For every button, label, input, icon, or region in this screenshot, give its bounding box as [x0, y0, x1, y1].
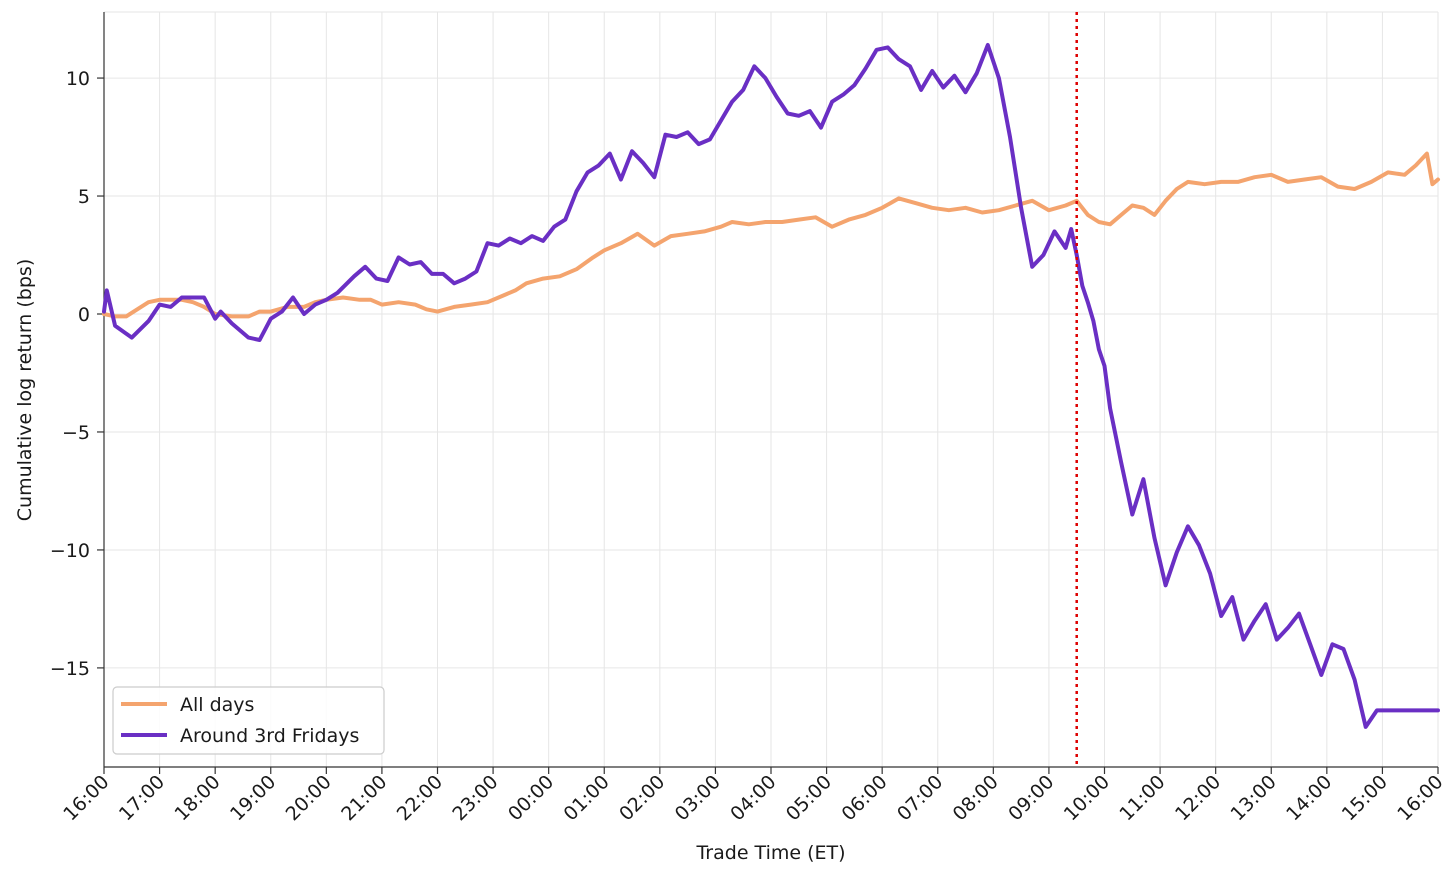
x-tick-label: 08:00	[949, 771, 1003, 825]
y-axis-label: Cumulative log return (bps)	[14, 259, 36, 521]
y-ticks: 10 5 0 −5 −10 −15	[50, 68, 104, 680]
x-tick-label: 00:00	[504, 771, 558, 825]
y-tick-label: 5	[78, 186, 90, 208]
legend-box	[112, 686, 385, 755]
series-line-around-3rd-fridays	[102, 43, 1440, 729]
x-tick-label: 16:00	[59, 771, 113, 825]
grid	[103, 11, 1439, 767]
legend-label-all-days: All days	[180, 694, 254, 716]
y-tick-label: 0	[78, 304, 90, 326]
x-tick-label: 18:00	[170, 771, 224, 825]
x-tick-label: 13:00	[1227, 771, 1281, 825]
x-tick-label: 12:00	[1171, 771, 1225, 825]
x-tick-label: 16:00	[1393, 771, 1447, 825]
x-tick-label: 06:00	[837, 771, 891, 825]
series-line-all-days	[102, 151, 1440, 319]
x-tick-label: 07:00	[893, 771, 947, 825]
x-tick-label: 19:00	[226, 771, 280, 825]
x-tick-label: 03:00	[671, 771, 725, 825]
x-tick-label: 02:00	[615, 771, 669, 825]
y-tick-label: 10	[66, 68, 90, 90]
x-tick-label: 14:00	[1282, 771, 1336, 825]
legend: All days Around 3rd Fridays	[112, 686, 385, 755]
series-layer	[102, 43, 1440, 729]
x-tick-label: 20:00	[282, 771, 336, 825]
x-tick-label: 15:00	[1338, 771, 1392, 825]
legend-label-around-3rd-fridays: Around 3rd Fridays	[180, 725, 359, 747]
x-tick-label: 22:00	[393, 771, 447, 825]
x-tick-label: 17:00	[115, 771, 169, 825]
x-tick-label: 05:00	[782, 771, 836, 825]
x-tick-label: 21:00	[337, 771, 391, 825]
y-tick-label: −15	[50, 658, 90, 680]
x-ticks: 16:00 17:00 18:00 19:00 20:00 21:00 22:00 23:00…	[59, 767, 1448, 825]
x-axis-label: Trade Time (ET)	[695, 842, 845, 864]
x-tick-label: 01:00	[560, 771, 614, 825]
x-tick-label: 10:00	[1060, 771, 1114, 825]
x-tick-label: 23:00	[448, 771, 502, 825]
y-tick-label: −5	[62, 422, 90, 444]
x-tick-label: 09:00	[1004, 771, 1058, 825]
x-tick-label: 04:00	[726, 771, 780, 825]
x-tick-label: 11:00	[1115, 771, 1169, 825]
y-tick-label: −10	[50, 540, 90, 562]
